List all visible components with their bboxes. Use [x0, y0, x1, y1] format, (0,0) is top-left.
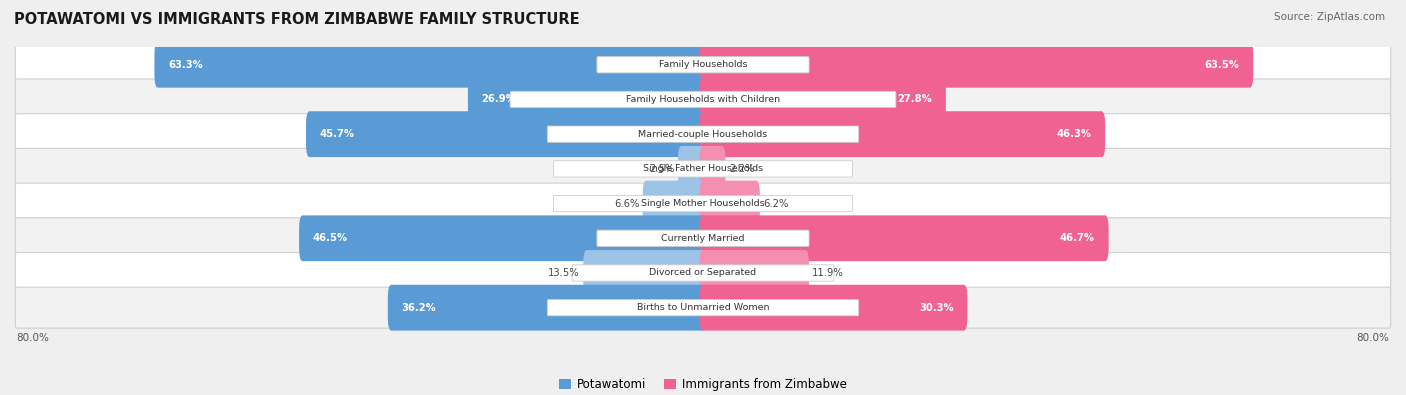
FancyBboxPatch shape	[15, 218, 1391, 259]
Text: 26.9%: 26.9%	[482, 94, 516, 104]
FancyBboxPatch shape	[700, 285, 967, 331]
Legend: Potawatomi, Immigrants from Zimbabwe: Potawatomi, Immigrants from Zimbabwe	[554, 373, 852, 395]
Text: 6.6%: 6.6%	[614, 199, 640, 209]
Text: Family Households with Children: Family Households with Children	[626, 95, 780, 104]
Text: Currently Married: Currently Married	[661, 234, 745, 243]
FancyBboxPatch shape	[678, 146, 706, 192]
Text: 2.5%: 2.5%	[650, 164, 675, 174]
Text: POTAWATOMI VS IMMIGRANTS FROM ZIMBABWE FAMILY STRUCTURE: POTAWATOMI VS IMMIGRANTS FROM ZIMBABWE F…	[14, 12, 579, 27]
FancyBboxPatch shape	[700, 181, 759, 226]
Text: 27.8%: 27.8%	[897, 94, 932, 104]
FancyBboxPatch shape	[15, 183, 1391, 224]
FancyBboxPatch shape	[468, 77, 706, 122]
Text: 46.5%: 46.5%	[314, 233, 349, 243]
FancyBboxPatch shape	[15, 79, 1391, 120]
Text: 45.7%: 45.7%	[319, 129, 354, 139]
FancyBboxPatch shape	[598, 56, 808, 73]
Text: 13.5%: 13.5%	[548, 268, 579, 278]
FancyBboxPatch shape	[643, 181, 706, 226]
Text: Divorced or Separated: Divorced or Separated	[650, 269, 756, 277]
FancyBboxPatch shape	[700, 215, 1108, 261]
Text: Single Mother Households: Single Mother Households	[641, 199, 765, 208]
Text: 2.2%: 2.2%	[728, 164, 754, 174]
Text: Married-couple Households: Married-couple Households	[638, 130, 768, 139]
Text: 46.7%: 46.7%	[1060, 233, 1095, 243]
FancyBboxPatch shape	[554, 161, 852, 177]
FancyBboxPatch shape	[700, 42, 1253, 88]
Text: 80.0%: 80.0%	[17, 333, 49, 343]
FancyBboxPatch shape	[388, 285, 706, 331]
Text: Single Father Households: Single Father Households	[643, 164, 763, 173]
Text: Source: ZipAtlas.com: Source: ZipAtlas.com	[1274, 12, 1385, 22]
FancyBboxPatch shape	[554, 196, 852, 212]
FancyBboxPatch shape	[547, 299, 859, 316]
FancyBboxPatch shape	[307, 111, 706, 157]
FancyBboxPatch shape	[598, 230, 808, 246]
Text: 63.5%: 63.5%	[1205, 60, 1240, 70]
Text: 80.0%: 80.0%	[1357, 333, 1389, 343]
FancyBboxPatch shape	[700, 111, 1105, 157]
FancyBboxPatch shape	[15, 44, 1391, 85]
FancyBboxPatch shape	[583, 250, 706, 296]
FancyBboxPatch shape	[15, 252, 1391, 293]
Text: Family Households: Family Households	[659, 60, 747, 69]
Text: 63.3%: 63.3%	[169, 60, 202, 70]
FancyBboxPatch shape	[547, 126, 859, 142]
FancyBboxPatch shape	[700, 146, 725, 192]
FancyBboxPatch shape	[155, 42, 706, 88]
Text: 30.3%: 30.3%	[920, 303, 953, 313]
Text: 36.2%: 36.2%	[402, 303, 436, 313]
FancyBboxPatch shape	[572, 265, 834, 281]
FancyBboxPatch shape	[15, 149, 1391, 189]
FancyBboxPatch shape	[15, 114, 1391, 154]
FancyBboxPatch shape	[700, 250, 808, 296]
FancyBboxPatch shape	[700, 77, 946, 122]
Text: Births to Unmarried Women: Births to Unmarried Women	[637, 303, 769, 312]
FancyBboxPatch shape	[15, 287, 1391, 328]
Text: 6.2%: 6.2%	[763, 199, 789, 209]
Text: 11.9%: 11.9%	[813, 268, 844, 278]
FancyBboxPatch shape	[510, 91, 896, 107]
FancyBboxPatch shape	[299, 215, 706, 261]
Text: 46.3%: 46.3%	[1056, 129, 1091, 139]
